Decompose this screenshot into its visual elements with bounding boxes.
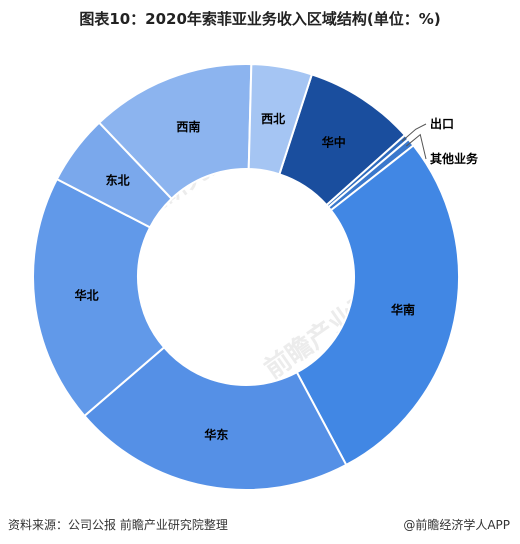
donut-slice-8 xyxy=(247,63,314,176)
slice-label-6: 东北 xyxy=(106,173,130,188)
slice-label-3: 华南 xyxy=(391,302,415,317)
leader-line-2 xyxy=(406,133,427,160)
donut-slice-3 xyxy=(295,143,460,467)
leader-line-1 xyxy=(401,123,427,142)
slice-label-4: 华东 xyxy=(204,427,228,442)
donut-slice-5 xyxy=(32,177,166,418)
brand-credit: @前瞻经济学人APP xyxy=(403,518,510,532)
slice-label-2: 其他业务 xyxy=(430,151,479,166)
chart-title: 图表10：2020年索菲亚业务收入区域结构(单位：%) xyxy=(79,10,441,28)
slice-label-1: 出口 xyxy=(430,116,454,131)
slice-label-8: 西北 xyxy=(261,111,285,126)
slice-label-7: 西南 xyxy=(176,119,200,134)
source-note: 资料来源：公司公报 前瞻产业研究院整理 xyxy=(8,518,228,532)
slice-label-5: 华北 xyxy=(75,288,99,303)
donut-slice-4 xyxy=(83,345,348,491)
slice-label-0: 华中 xyxy=(322,135,346,150)
footer: 资料来源：公司公报 前瞻产业研究院整理 @前瞻经济学人APP xyxy=(0,514,520,536)
